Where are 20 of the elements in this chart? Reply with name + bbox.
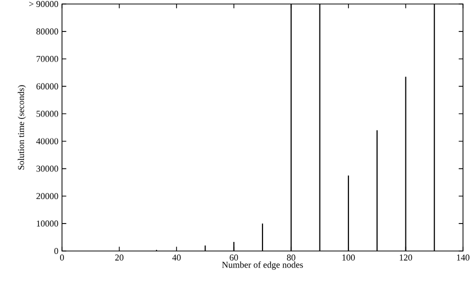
y-tick-label: 80000	[36, 28, 58, 34]
y-tick-label: 30000	[36, 166, 58, 172]
y-tick-label: 60000	[36, 83, 58, 90]
x-tick-label: 60	[230, 254, 238, 261]
y-tick-label: 10000	[36, 220, 58, 227]
y-tick-label: 50000	[36, 110, 58, 117]
y-tick-label: 70000	[36, 56, 58, 62]
x-axis-title: Number of edge nodes	[222, 261, 303, 270]
y-tick-label: 40000	[36, 138, 58, 144]
x-tick-label: 0	[60, 254, 64, 261]
x-tick-label: 120	[400, 254, 412, 261]
y-axis-title: Solution time (seconds)	[18, 85, 26, 170]
y-tick-label: 20000	[36, 193, 58, 200]
x-tick-label: 40	[172, 254, 181, 261]
x-tick-label: 20	[115, 254, 124, 261]
x-tick-label: 100	[342, 254, 355, 261]
y-tick-label: 0	[54, 248, 58, 254]
y-tick-label: > 90000	[29, 0, 58, 8]
x-tick-label: 140	[457, 254, 470, 261]
x-tick-label: 80	[287, 254, 296, 261]
